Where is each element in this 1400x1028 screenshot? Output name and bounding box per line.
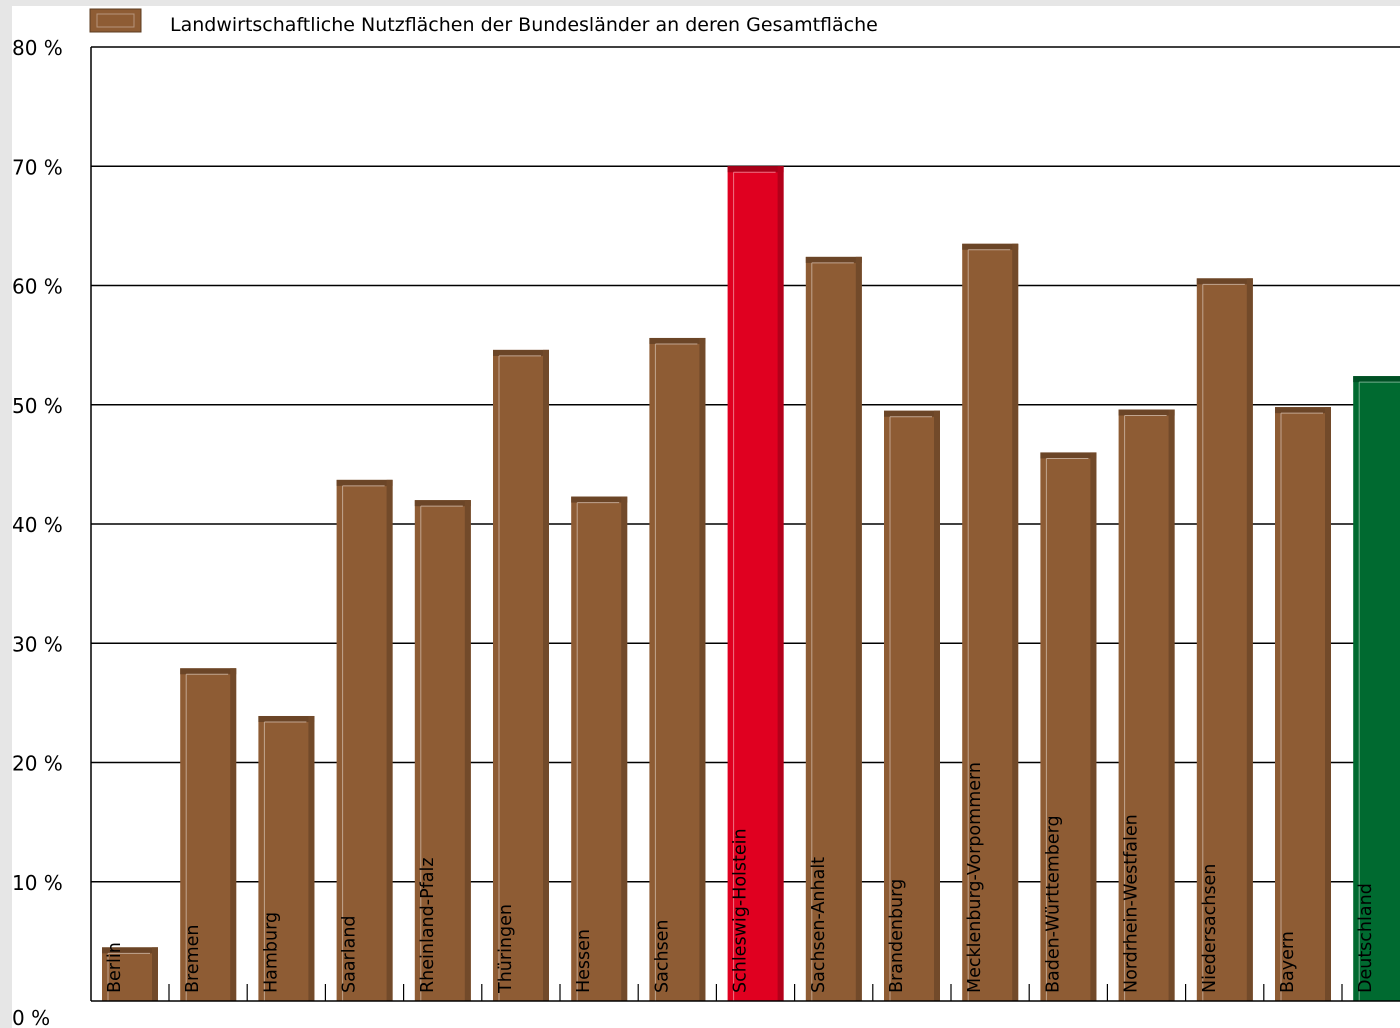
y-tick-label: 0 %	[12, 1006, 50, 1028]
bar-top-edge	[571, 496, 628, 503]
bar	[414, 500, 471, 1001]
bar-right-edge	[1090, 452, 1097, 1001]
bar-label: Sachsen-Anhalt	[809, 857, 829, 993]
bar-label: Hessen	[574, 929, 594, 993]
y-tick-label: 70 %	[12, 155, 63, 179]
bar-label: Mecklenburg-Vorpommern	[965, 762, 985, 993]
legend-swatch-inner	[96, 13, 135, 28]
bar	[727, 166, 784, 1001]
bar-top-edge	[805, 256, 862, 263]
bar-label: Schleswig-Holstein	[731, 828, 751, 993]
bar-right-edge	[1012, 243, 1019, 1001]
bar-right-edge	[230, 668, 237, 1001]
bar-label: Saarland	[340, 915, 360, 993]
bar	[258, 715, 315, 1001]
bar-right-edge	[934, 410, 940, 1001]
bar-right-edge	[1168, 409, 1175, 1001]
bar-label: Berlin	[105, 942, 125, 993]
bar	[1196, 278, 1253, 1002]
bar-top-edge	[1040, 452, 1097, 459]
y-tick-label: 60 %	[12, 275, 63, 299]
bar	[805, 256, 862, 1001]
bar-top-edge	[1275, 407, 1331, 414]
bar-right-edge	[386, 479, 393, 1001]
bar-top-edge	[884, 410, 940, 417]
y-tick-label: 80 %	[12, 36, 63, 60]
bar-label: Hamburg	[261, 912, 281, 993]
bar-top-edge	[1196, 278, 1253, 285]
bar-right-edge	[777, 166, 784, 1001]
bar	[180, 668, 237, 1001]
bar-right-edge	[152, 947, 158, 1001]
y-tick-label: 40 %	[12, 513, 63, 537]
bar-right-edge	[543, 349, 549, 1001]
bar	[1118, 409, 1175, 1001]
bar-top-edge	[493, 349, 549, 356]
bar	[571, 496, 628, 1001]
y-tick-label: 50 %	[12, 394, 63, 418]
bar-right-edge	[1246, 278, 1253, 1002]
bar-label: Niedersachsen	[1200, 864, 1220, 993]
bar-top-edge	[180, 668, 237, 675]
bar-right-edge	[1325, 407, 1331, 1001]
bar-right-edge	[621, 496, 628, 1001]
legend-label: Landwirtschaftliche Nutzflächen der Bund…	[170, 14, 878, 36]
bar-top-edge	[414, 500, 471, 507]
bar-right-edge	[855, 256, 862, 1001]
bar	[1353, 376, 1400, 1001]
bar-label: Bremen	[183, 925, 203, 994]
y-tick-label: 20 %	[12, 752, 63, 776]
bar-right-edge	[699, 337, 706, 1002]
bar	[1040, 452, 1097, 1001]
bar-top-edge	[649, 337, 706, 344]
bar-right-edge	[308, 715, 315, 1001]
bar	[649, 337, 706, 1002]
y-tick-label: 30 %	[12, 632, 63, 656]
bar-top-edge	[336, 479, 393, 486]
bar-top-edge	[1118, 409, 1175, 416]
bar-top-edge	[102, 947, 158, 954]
bar-label: Rheinland-Pfalz	[418, 857, 438, 993]
bar-label: Thüringen	[496, 904, 516, 994]
bar-label: Brandenburg	[887, 879, 907, 993]
bar-label: Sachsen	[652, 919, 672, 993]
bar-label: Deutschland	[1356, 883, 1376, 993]
bar-top-edge	[962, 243, 1019, 250]
legend-swatch	[89, 8, 142, 33]
bar	[102, 947, 158, 1001]
bar-top-edge	[258, 715, 315, 722]
bar-right-edge	[464, 500, 471, 1001]
bar-top-edge	[727, 166, 784, 173]
bar	[336, 479, 393, 1001]
y-tick-label: 10 %	[12, 871, 63, 895]
bar	[884, 410, 940, 1001]
bar	[962, 243, 1019, 1001]
bar	[493, 349, 549, 1001]
bar-label: Bayern	[1278, 931, 1298, 993]
bar-label: Nordrhein-Westfalen	[1122, 814, 1142, 993]
bar-label: Baden-Württemberg	[1043, 815, 1063, 993]
bar	[1275, 407, 1331, 1001]
bar-top-edge	[1353, 376, 1400, 383]
